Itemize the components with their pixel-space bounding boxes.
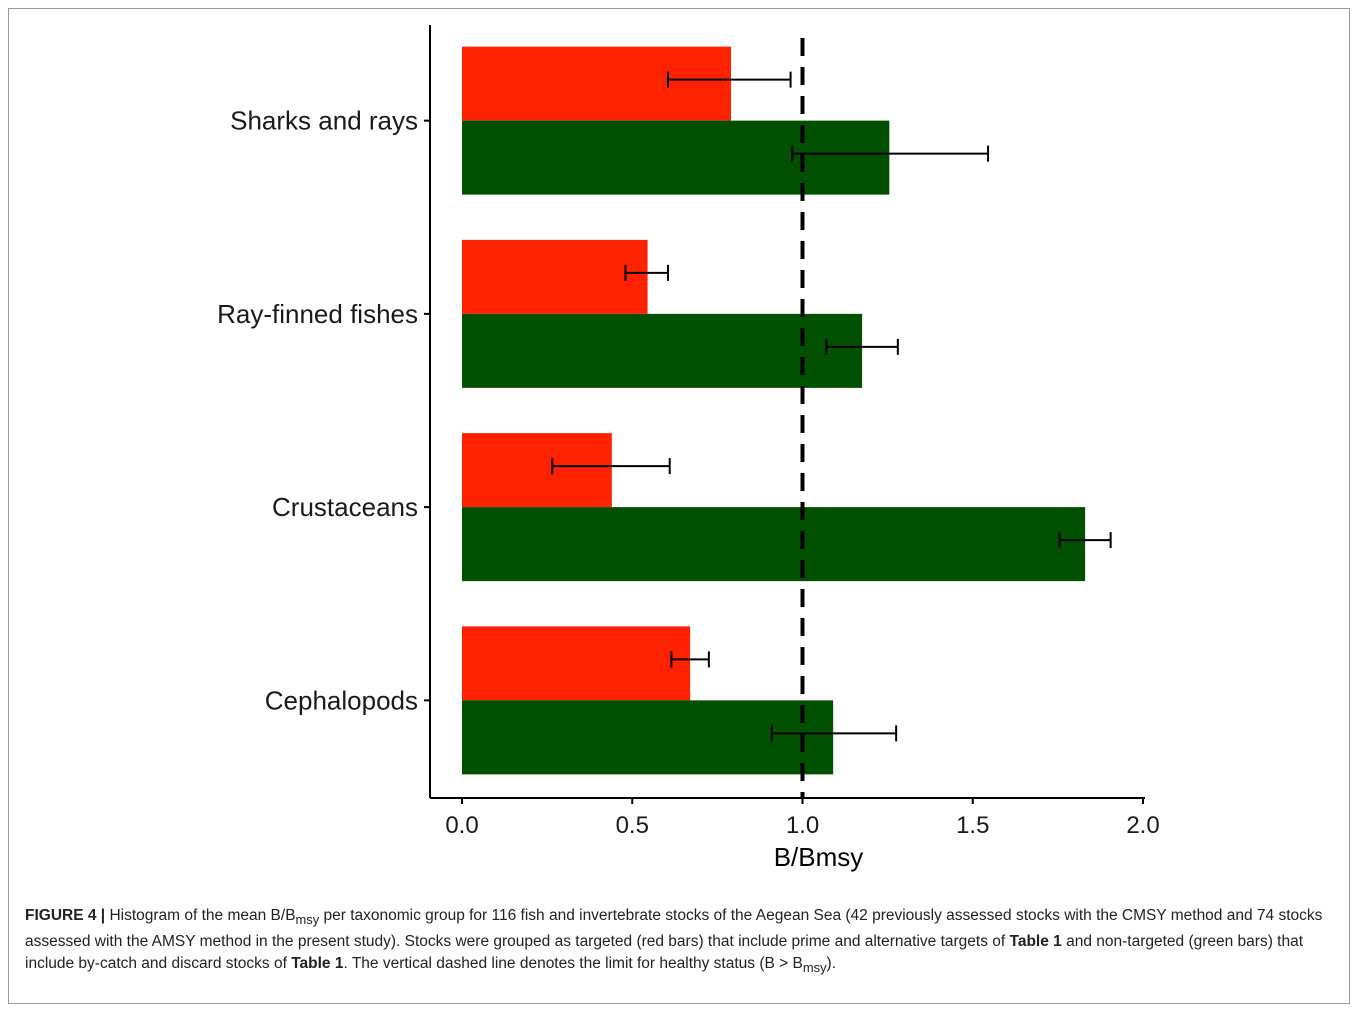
caption-sub-1: msy	[295, 912, 320, 928]
x-tick-label: 0.5	[616, 812, 649, 839]
caption-label: FIGURE 4 |	[25, 907, 106, 924]
bar-targeted-0	[462, 46, 731, 121]
bar-targeted-1	[462, 239, 648, 314]
error-bar-0-0	[667, 71, 792, 88]
caption-text-5: ).	[826, 955, 836, 973]
y-tick-label: Ray-finned fishes	[217, 299, 418, 329]
error-bars-layer	[551, 71, 1112, 742]
y-tick-label: Crustaceans	[272, 492, 418, 522]
error-bar-1-0	[791, 145, 990, 162]
figure-frame	[8, 8, 1350, 1004]
bar-non-targeted-2	[462, 507, 1086, 582]
error-bar-0-2	[551, 458, 671, 475]
x-axis-label: B/Bmsy	[774, 842, 864, 872]
x-tick-label: 1.5	[956, 812, 989, 839]
error-bar-1-1	[825, 338, 899, 355]
caption-bold-2: Table 1	[291, 955, 344, 973]
y-tick-label: Sharks and rays	[230, 106, 418, 136]
caption-text-3: and non-targeted (green bars) that inclu…	[25, 933, 1304, 973]
bar-non-targeted-3	[462, 700, 834, 775]
bars-layer	[462, 46, 1086, 775]
bar-non-targeted-1	[462, 313, 863, 388]
bar-chart: Sharks and rays Ray-finned fishes Crustace…	[217, 25, 1160, 872]
y-tick-label: Cephalopods	[265, 685, 418, 715]
x-ticks: 0.0 0.5 1.0 1.5 2.0	[445, 798, 1160, 839]
bar-targeted-3	[462, 626, 691, 701]
caption-sub-2: msy	[802, 960, 827, 976]
error-bar-0-3	[670, 651, 710, 668]
error-bar-0-1	[624, 264, 670, 281]
caption-text-4: . The vertical dashed line denotes the l…	[343, 955, 803, 973]
x-tick-label: 1.0	[786, 812, 819, 839]
bar-non-targeted-0	[462, 120, 890, 195]
caption-text-1: Histogram of the mean B/B	[105, 907, 296, 924]
error-bar-1-2	[1058, 532, 1112, 549]
x-tick-label: 2.0	[1126, 812, 1159, 839]
x-tick-label: 0.0	[445, 812, 478, 839]
caption-text-2: per taxonomic group for 116 fish and inv…	[25, 907, 1323, 951]
bar-targeted-2	[462, 433, 612, 508]
error-bar-1-3	[770, 725, 898, 742]
figure-caption: FIGURE 4 | Histogram of the mean B/Bmsy …	[25, 905, 1335, 979]
caption-bold-1: Table 1	[1009, 933, 1062, 951]
y-ticks: Sharks and rays Ray-finned fishes Crustace…	[217, 106, 430, 715]
